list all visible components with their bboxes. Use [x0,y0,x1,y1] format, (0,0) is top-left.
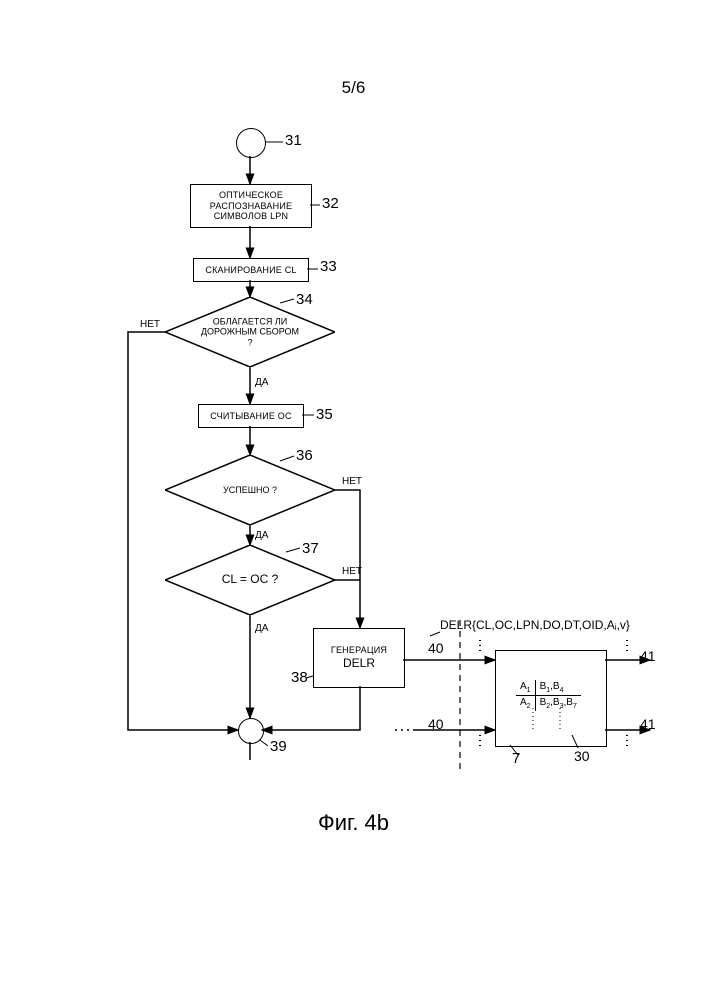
figure-caption: Фиг. 4b [0,810,707,836]
dtoll-l2: ДОРОЖНЫМ СБОРОМ [165,327,335,337]
id-31: 31 [285,132,302,149]
no-toll: НЕТ [140,319,160,330]
cell-b14: B1,B4 [535,680,581,696]
id-35: 35 [316,406,333,423]
table-row: A2 B2,B3,B7 [516,696,581,712]
scan-line: СКАНИРОВАНИЕ CL [205,265,296,275]
merge-node [238,718,264,744]
id-33: 33 [320,258,337,275]
id-36: 36 [296,447,313,464]
id-37: 37 [302,540,319,557]
yes-toll: ДА [255,377,268,388]
table-row: A1 B1,B4 [516,680,581,696]
id-41-bot: 41 [640,716,656,732]
ocr-box: ОПТИЧЕСКОЕ РАСПОЗНАВАНИЕ СИМВОЛОВ LPN [190,184,312,228]
ocr-line2: РАСПОЗНАВАНИЕ [210,201,292,211]
read-line: СЧИТЫВАНИЕ OC [210,411,291,421]
id-34: 34 [296,291,313,308]
read-box: СЧИТЫВАНИЕ OC [198,404,304,428]
id-7: 7 [512,750,520,767]
gen-l1: ГЕНЕРАЦИЯ [331,645,387,655]
cell-b237: B2,B3,B7 [535,696,581,712]
gen-l2: DELR [343,657,375,671]
dtoll-l3: ? [165,337,335,347]
connectors [0,0,707,1000]
start-node [236,128,266,158]
delr-annotation: DELR{CL,OC,LPN,DO,DT,OID,Aᵢ,v} [440,618,630,632]
cell-a1: A1 [516,680,535,696]
page-header: 5/6 [0,78,707,98]
no-eq: НЕТ [342,566,362,577]
ocr-line1: ОПТИЧЕСКОЕ [219,190,283,200]
dsucc-l1: УСПЕШНО ? [165,485,335,495]
id-40-bot: 40 [428,716,444,732]
no-succ: НЕТ [342,476,362,487]
deq-l1: CL = OC ? [165,573,335,587]
id-41-top: 41 [640,648,656,664]
yes-eq: ДА [255,623,268,634]
id-30: 30 [574,748,590,764]
id-32: 32 [322,195,339,212]
decision-success: УСПЕШНО ? [165,455,335,525]
ocr-line3: СИМВОЛОВ LPN [214,211,288,221]
id-40-top: 40 [428,640,444,656]
cell-a2: A2 [516,696,535,712]
id-38: 38 [291,669,308,686]
id-39: 39 [270,738,287,755]
dtoll-l1: ОБЛАГАЕТСЯ ЛИ [165,316,335,326]
table-30: A1 B1,B4 A2 B2,B3,B7 [516,680,581,711]
gen-box: ГЕНЕРАЦИЯ DELR [313,628,405,688]
yes-succ: ДА [255,530,268,541]
scan-box: СКАНИРОВАНИЕ CL [193,258,309,282]
